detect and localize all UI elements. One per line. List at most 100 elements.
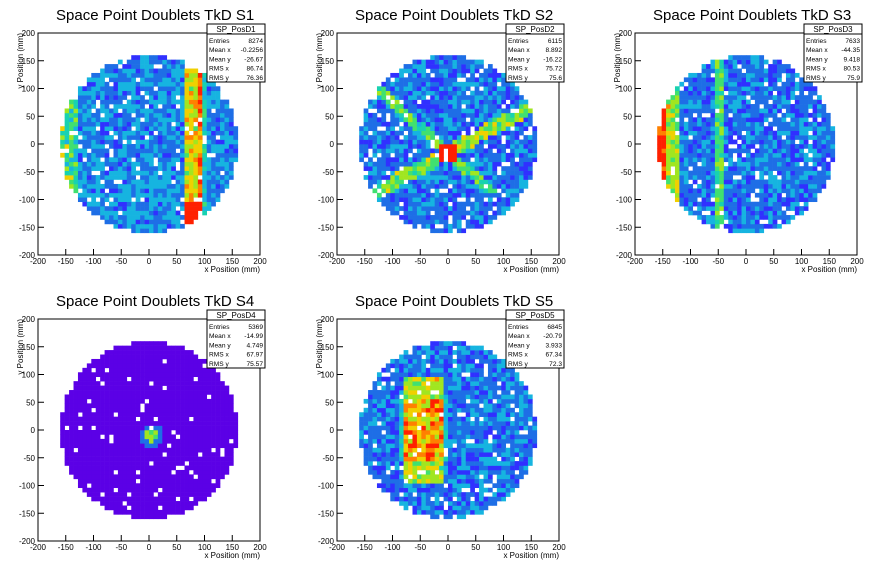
heatmap-cell xyxy=(456,117,462,123)
heatmap-cell xyxy=(523,175,529,180)
heatmap-cell xyxy=(206,430,212,435)
heatmap-cell xyxy=(224,385,230,391)
heatmap-cell xyxy=(149,354,154,360)
heatmap-cell xyxy=(77,376,83,382)
heatmap-cell xyxy=(193,215,199,220)
heatmap-cell xyxy=(211,161,216,167)
heatmap-cell xyxy=(69,425,74,431)
heatmap-cell xyxy=(723,135,729,140)
heatmap-cell xyxy=(131,77,136,83)
heatmap-cell xyxy=(197,483,203,489)
heatmap-cell xyxy=(126,188,132,194)
heatmap-cell xyxy=(60,152,65,158)
heatmap-cell xyxy=(808,148,813,154)
heatmap-cell xyxy=(91,72,97,78)
heatmap-cell xyxy=(69,166,74,171)
stats-row-label: RMS x xyxy=(209,352,229,359)
heatmap-cell xyxy=(77,99,83,105)
heatmap-cell xyxy=(153,474,159,480)
heatmap-cell xyxy=(759,64,765,69)
heatmap-cell xyxy=(679,152,685,158)
heatmap-cell xyxy=(69,407,74,413)
x-tick-label: -100 xyxy=(384,257,401,266)
heatmap-cell xyxy=(728,192,733,198)
heatmap-cell xyxy=(109,121,114,127)
heatmap-cell xyxy=(412,135,418,140)
heatmap-cell xyxy=(777,139,782,145)
heatmap-cell xyxy=(228,412,234,417)
heatmap-cell xyxy=(131,95,136,100)
heatmap-cell xyxy=(215,478,221,484)
heatmap-cell xyxy=(113,215,119,220)
y-tick-label: -50 xyxy=(322,168,334,177)
heatmap-cell xyxy=(434,170,440,176)
heatmap-cell xyxy=(803,170,809,176)
heatmap-cell xyxy=(799,112,805,118)
heatmap-cell xyxy=(692,179,698,185)
heatmap-cell xyxy=(69,121,74,127)
heatmap-cell xyxy=(719,188,725,194)
heatmap-cell xyxy=(166,179,172,185)
heatmap-cell xyxy=(505,104,511,109)
heatmap-cell xyxy=(817,170,822,176)
heatmap-cell xyxy=(692,139,698,145)
heatmap-cell xyxy=(812,135,818,140)
heatmap-cell xyxy=(710,90,716,96)
heatmap-cell xyxy=(215,412,221,417)
heatmap-cell xyxy=(741,228,747,234)
heatmap-cell xyxy=(202,398,208,404)
heatmap-cell xyxy=(166,398,172,404)
heatmap-cell xyxy=(95,434,101,440)
heatmap-cell xyxy=(479,99,484,105)
heatmap-cell xyxy=(193,86,199,92)
heatmap-cell xyxy=(188,81,194,87)
heatmap-cell xyxy=(825,139,831,145)
y-tick-label: 50 xyxy=(26,112,35,121)
heatmap-cell xyxy=(777,108,782,114)
heatmap-cell xyxy=(140,179,145,185)
heatmap-cell xyxy=(768,166,773,171)
heatmap-cell xyxy=(670,175,676,180)
heatmap-cell xyxy=(505,135,511,140)
heatmap-cell xyxy=(456,108,462,114)
heatmap-cell xyxy=(171,112,176,118)
heatmap-cell xyxy=(122,108,128,114)
heatmap-cell xyxy=(394,188,400,194)
heatmap-cell xyxy=(82,99,88,105)
heatmap-cell xyxy=(505,86,511,92)
heatmap-cell xyxy=(215,421,221,426)
heatmap-cell xyxy=(408,148,413,154)
heatmap-cell xyxy=(100,197,105,203)
heatmap-cell xyxy=(73,139,79,145)
stats-row-value: 75.72 xyxy=(545,66,562,73)
heatmap-cell xyxy=(523,135,529,140)
heatmap-cell xyxy=(73,175,79,180)
heatmap-cell xyxy=(697,130,702,136)
heatmap-cell xyxy=(492,77,498,83)
heatmap-cell xyxy=(496,117,502,123)
heatmap-cell xyxy=(157,354,163,360)
heatmap-cell xyxy=(750,95,756,100)
y-tick-label: 150 xyxy=(619,57,633,66)
heatmap-cell xyxy=(131,363,136,369)
heatmap-cell xyxy=(140,452,145,457)
heatmap-cell xyxy=(180,112,185,118)
heatmap-cell xyxy=(465,130,471,136)
heatmap-cell xyxy=(456,228,462,234)
heatmap-cell xyxy=(140,456,145,462)
heatmap-cell xyxy=(69,438,74,444)
heatmap-cell xyxy=(416,108,422,114)
heatmap-cell xyxy=(768,135,773,140)
heatmap-cell xyxy=(408,121,413,127)
heatmap-cell xyxy=(149,407,154,413)
heatmap-cell xyxy=(135,144,141,149)
heatmap-cell xyxy=(439,170,444,176)
heatmap-cell xyxy=(701,104,707,109)
heatmap-cell xyxy=(443,77,449,83)
heatmap-cell xyxy=(91,99,97,105)
heatmap-cell xyxy=(412,64,418,69)
heatmap-cell xyxy=(197,376,203,382)
heatmap-cell xyxy=(117,192,123,198)
heatmap-cell xyxy=(421,130,427,136)
heatmap-cell xyxy=(126,456,132,462)
